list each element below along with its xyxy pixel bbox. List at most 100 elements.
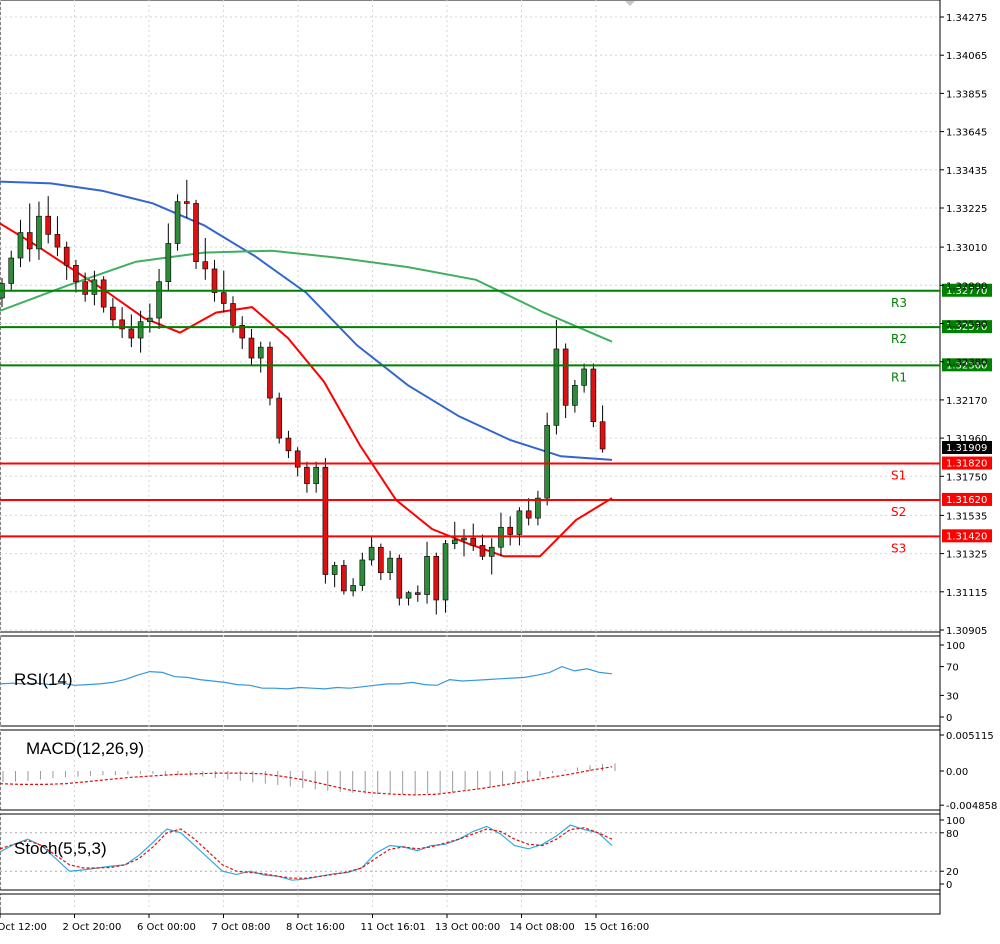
candle-down [433,556,440,601]
empty-panel-frame [0,893,941,915]
level-name: R2 [891,332,907,346]
stoch-tick-label: 100 [946,816,965,827]
candle-down [63,246,70,266]
candle-down [285,437,292,452]
time-tick-label: 7 Oct 08:00 [212,922,271,933]
candle-down [73,264,79,282]
time-tick-label: 8 Oct 16:00 [286,922,345,933]
time-tick-label: 15 Oct 16:00 [584,922,649,933]
candle-down [276,397,283,439]
level-name: S2 [891,505,906,519]
candle-down [378,546,384,574]
candle-down [525,510,532,519]
candle-up [147,317,153,322]
stoch-panel-frame [0,813,941,891]
candle-up [313,466,319,484]
stoch-tick-label: 80 [946,829,959,840]
candle-up [544,425,550,499]
level-name: S3 [891,541,906,555]
candle-up [516,510,523,535]
time-tick-label: 2 Oct 20:00 [63,922,122,933]
macd-signal-line [0,766,613,796]
candle-up [165,243,172,282]
candle-up [572,385,578,406]
candle-down [470,537,477,546]
candle-up [156,281,162,319]
level-name: R1 [891,370,907,384]
time-tick-label: 14 Oct 08:00 [510,922,575,933]
candle-down [26,232,33,250]
rsi-tick-label: 100 [946,641,965,652]
time-tick-label: 11 Oct 16:01 [361,922,426,933]
candle-up [424,556,430,595]
indicators: 100 70 30 0 0.005115 0.00 -0.004858 100 80 20 0 [0,641,997,891]
candle-down [184,201,190,204]
price-axis: 1.34275 1.34065 1.33855 1.33645 1.33435 1.332… [940,13,987,637]
level-price-tag [942,492,992,506]
price-tick-label: 1.32170 [946,396,987,407]
level-name: R3 [891,296,907,310]
time-tick-label: 1 Oct 12:00 [0,922,47,933]
candle-up [405,592,412,599]
level-price-label: 1.31620 [946,495,987,506]
pivot-levels: R3 1.32770 R2 1.32570 R1 1.32360 S1 1.31820 S2 1.… [0,283,992,555]
price-tick-label: 1.33435 [946,166,987,177]
candle-up [461,537,467,541]
level-price-tag [942,320,992,334]
candle-down [230,303,236,326]
candle-down [193,203,199,262]
time-axis: 1 Oct 12:00 2 Oct 20:00 6 Oct 00:00 7 Oct 0… [0,914,649,933]
price-tick-label: 1.31960 [946,434,987,445]
time-tick-label: 6 Oct 00:00 [137,922,196,933]
price-tick-label: 1.30905 [946,626,987,637]
candle-down [414,592,421,595]
scroll-marker-icon [625,1,635,6]
rsi-tick-label: 0 [946,713,952,724]
price-tick-label: 1.32800 [946,281,987,292]
candle-down [128,328,135,339]
candle-up [17,232,24,259]
candle-down [220,292,227,304]
price-tick-label: 1.33645 [946,128,987,139]
candle-up [91,279,98,295]
macd-title: MACD(12,26,9) [26,739,144,758]
price-tick-label: 1.32380 [946,358,987,369]
candle-up [442,543,449,601]
candle-up [350,585,356,592]
price-tick-label: 1.34275 [946,13,987,24]
macd-tick-label: -0.004858 [946,801,997,812]
candle-down [110,306,116,321]
level-price-label: 1.32360 [946,360,987,371]
candle-up [36,215,42,250]
level-name: S1 [891,469,906,483]
price-tick-label: 1.33225 [946,204,987,215]
candle-up [174,201,181,244]
price-tick-label: 1.31535 [946,511,987,522]
candle-down [211,268,218,293]
candle-down [248,337,255,359]
macd-panel-frame [0,729,941,811]
moving-average-line [0,180,613,461]
candle-up [368,546,375,561]
level-price-tag [942,529,992,543]
candle-down [590,368,597,423]
price-tick-label: 1.32590 [946,320,987,331]
candle-down [294,450,301,468]
level-price-label: 1.32570 [946,322,987,333]
rsi-tick-label: 30 [946,691,959,702]
moving-average-line [0,249,613,343]
price-tick-label: 1.34065 [946,51,987,62]
candle-down [562,348,569,406]
candle-down [479,545,486,557]
macd-tick-label: 0.00 [946,767,968,778]
price-tick-label: 1.33855 [946,89,987,100]
candle-down [202,261,209,270]
level-price-label: 1.31420 [946,531,987,542]
level-price-label: 1.31820 [946,459,987,470]
current-price-label: 1.31909 [946,443,987,454]
macd-tick-label: 0.005115 [946,731,994,742]
time-tick-label: 13 Oct 00:00 [435,922,500,933]
price-tick-label: 1.31750 [946,472,987,483]
level-price-label: 1.32770 [946,286,987,297]
